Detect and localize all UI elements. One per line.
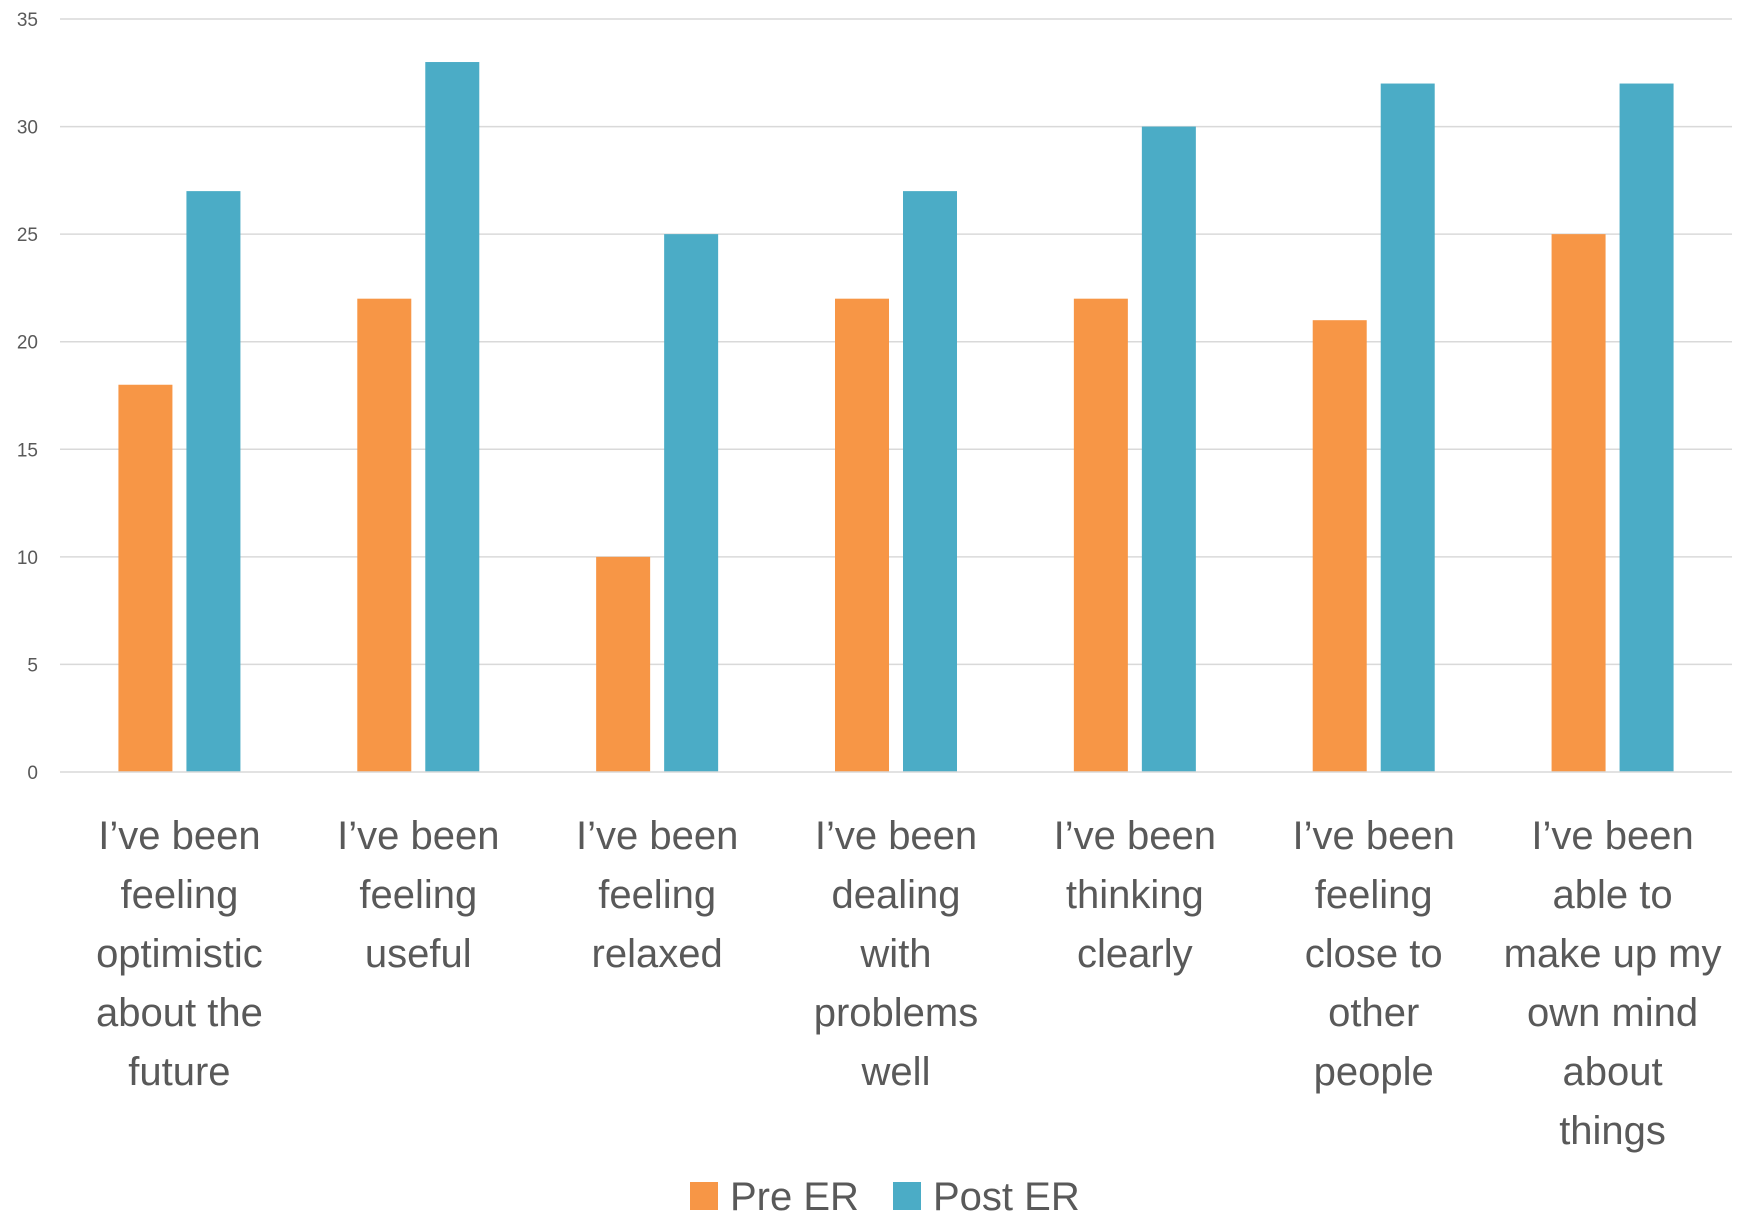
x-category-label: I’ve been dealing with problems well bbox=[814, 814, 979, 1094]
x-axis-category-labels: I’ve been feeling optimistic about the futur… bbox=[96, 814, 1721, 1153]
bars bbox=[118, 62, 1674, 773]
x-category-label-line: about bbox=[1563, 1050, 1663, 1094]
bar-pre-er-3 bbox=[596, 556, 651, 772]
x-category-label-line: relaxed bbox=[592, 932, 723, 976]
legend-label: Post ER bbox=[933, 1175, 1080, 1219]
y-tick-label: 10 bbox=[17, 548, 38, 569]
x-category-label-line: able to bbox=[1553, 873, 1673, 917]
x-category-label-line: with bbox=[859, 932, 931, 976]
x-category-label-line: well bbox=[861, 1050, 931, 1094]
x-category-label-line: dealing bbox=[831, 873, 960, 917]
y-tick-label: 5 bbox=[27, 655, 38, 676]
bar-post-er-6 bbox=[1380, 83, 1435, 773]
x-category-label-line: I’ve been bbox=[1054, 814, 1216, 858]
y-tick-label: 0 bbox=[27, 763, 38, 784]
bar-pre-er-6 bbox=[1312, 320, 1367, 772]
x-category-label-line: I’ve been bbox=[815, 814, 977, 858]
x-category-label-line: feeling bbox=[598, 873, 716, 917]
bar-pre-er-7 bbox=[1551, 234, 1606, 773]
bar-post-er-1 bbox=[186, 191, 241, 773]
legend-swatch-post-er bbox=[893, 1182, 921, 1210]
bar-pre-er-4 bbox=[835, 298, 889, 772]
gridlines bbox=[60, 18, 1732, 666]
x-category-label-line: problems bbox=[814, 991, 979, 1035]
x-category-label-line: other bbox=[1328, 991, 1419, 1035]
x-category-label-line: feeling bbox=[1315, 873, 1433, 917]
legend-swatch-pre-er bbox=[690, 1182, 718, 1210]
x-category-label-line: I’ve been bbox=[1531, 814, 1693, 858]
y-tick-label: 15 bbox=[17, 440, 38, 461]
x-category-label-line: make up my bbox=[1504, 932, 1722, 976]
bar-post-er-2 bbox=[425, 62, 480, 773]
bar-post-er-7 bbox=[1619, 83, 1674, 773]
bar-post-er-4 bbox=[903, 191, 957, 773]
x-category-label-line: people bbox=[1314, 1050, 1434, 1094]
x-category-label-line: feeling bbox=[359, 873, 477, 917]
y-tick-label: 30 bbox=[17, 118, 38, 139]
x-category-label-line: useful bbox=[365, 932, 472, 976]
x-category-label-line: optimistic bbox=[96, 932, 263, 976]
x-category-label: I’ve been able to make up my own mind about t… bbox=[1504, 814, 1722, 1153]
bar-post-er-5 bbox=[1141, 126, 1196, 773]
x-category-label-line: future bbox=[128, 1050, 230, 1094]
bar-pre-er-5 bbox=[1073, 298, 1128, 772]
x-category-label-line: I’ve been bbox=[337, 814, 499, 858]
legend-label: Pre ER bbox=[730, 1175, 859, 1219]
y-axis-ticks: 0 5 10 15 20 25 30 35 bbox=[17, 10, 38, 784]
bar-pre-er-1 bbox=[118, 384, 173, 772]
x-category-label-line: things bbox=[1559, 1109, 1666, 1153]
x-category-label: I’ve been thinking clearly bbox=[1054, 814, 1216, 976]
x-category-label-line: clearly bbox=[1077, 932, 1193, 976]
x-category-label-line: I’ve been bbox=[98, 814, 260, 858]
x-category-label-line: I’ve been bbox=[1293, 814, 1455, 858]
x-category-label-line: about the bbox=[96, 991, 263, 1035]
x-category-label: I’ve been feeling useful bbox=[337, 814, 499, 976]
y-tick-label: 20 bbox=[17, 333, 38, 354]
x-category-label: I’ve been feeling relaxed bbox=[576, 814, 738, 976]
bar-pre-er-2 bbox=[357, 298, 412, 772]
x-category-label-line: feeling bbox=[120, 873, 238, 917]
x-category-label: I’ve been feeling optimistic about the futur… bbox=[96, 814, 263, 1094]
bar-post-er-3 bbox=[664, 234, 719, 773]
x-category-label-line: own mind bbox=[1527, 991, 1698, 1035]
x-category-label-line: I’ve been bbox=[576, 814, 738, 858]
y-tick-label: 25 bbox=[17, 225, 38, 246]
legend: Pre ER Post ER bbox=[690, 1175, 1080, 1219]
y-tick-label: 35 bbox=[17, 10, 38, 31]
x-category-label: I’ve been feeling close to other people bbox=[1293, 814, 1455, 1094]
x-category-label-line: close to bbox=[1305, 932, 1443, 976]
x-category-label-line: thinking bbox=[1066, 873, 1204, 917]
